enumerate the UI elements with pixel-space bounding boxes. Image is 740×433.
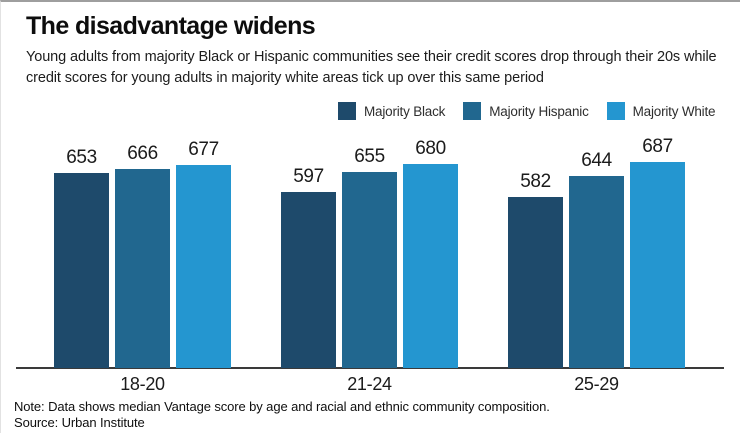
legend-label: Majority Black [364, 103, 446, 119]
x-axis-line [16, 367, 724, 369]
legend-label: Majority White [632, 103, 716, 119]
legend-item-majority-white: Majority White [606, 102, 716, 120]
bar-majority-hispanic-18-20 [115, 169, 170, 368]
chart-note: Note: Data shows median Vantage score by… [14, 399, 550, 414]
legend-swatch-majority-hispanic [463, 102, 482, 120]
chart-source: Source: Urban Institute [14, 415, 145, 430]
chart-subtitle: Young adults from majority Black or Hisp… [26, 49, 717, 86]
bar-majority-white-21-24 [403, 164, 458, 368]
bar-value-label-majority-black-25-29: 582 [520, 171, 551, 192]
bar-majority-black-25-29 [508, 197, 563, 368]
bar-majority-white-18-20 [176, 165, 231, 368]
legend-item-majority-black: Majority Black [338, 102, 445, 120]
legend-swatch-majority-white [606, 102, 625, 120]
bar-majority-hispanic-21-24 [342, 172, 397, 368]
x-axis-label-18-20: 18-20 [120, 374, 165, 394]
bar-majority-white-25-29 [630, 162, 685, 368]
chart-title: The disadvantage widens [26, 12, 316, 40]
bar-value-label-majority-white-25-29: 687 [642, 136, 673, 157]
bar-value-label-majority-hispanic-18-20: 666 [127, 143, 158, 164]
chart-legend: Majority Black Majority Hispanic Majority … [338, 102, 716, 120]
bar-value-label-majority-white-18-20: 677 [188, 139, 219, 160]
bar-value-label-majority-black-21-24: 597 [293, 166, 324, 187]
bar-value-label-majority-black-18-20: 653 [66, 147, 97, 168]
bar-majority-hispanic-25-29 [569, 176, 624, 368]
bar-value-label-majority-white-21-24: 680 [415, 138, 446, 159]
legend-swatch-majority-black [338, 102, 356, 120]
bar-value-label-majority-hispanic-25-29: 644 [581, 150, 612, 171]
bar-majority-black-21-24 [281, 192, 336, 368]
legend-item-majority-hispanic: Majority Hispanic [463, 102, 589, 120]
bar-majority-black-18-20 [54, 173, 109, 368]
legend-label: Majority Hispanic [489, 103, 589, 119]
x-axis-label-21-24: 21-24 [347, 374, 392, 394]
bar-value-label-majority-hispanic-21-24: 655 [354, 146, 385, 167]
x-axis-label-25-29: 25-29 [574, 374, 619, 394]
